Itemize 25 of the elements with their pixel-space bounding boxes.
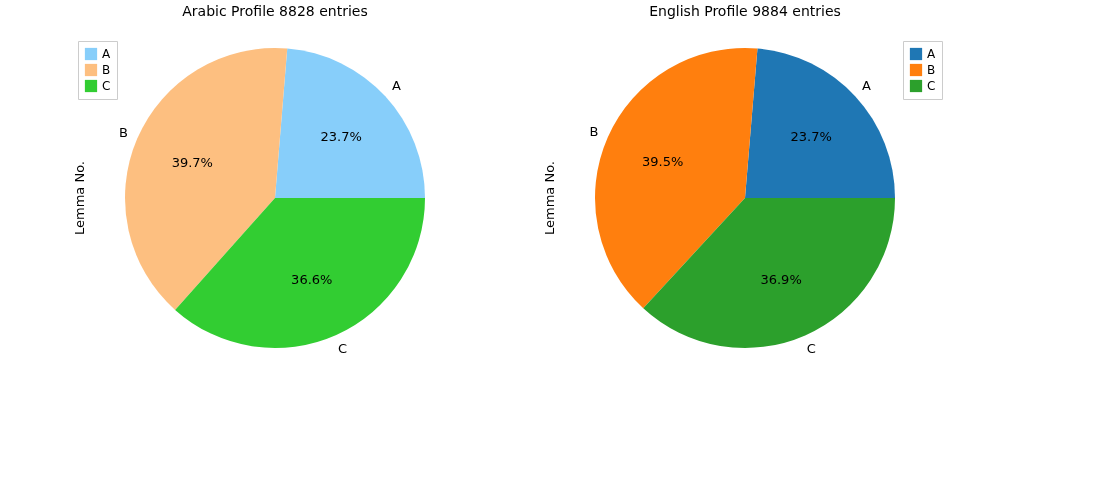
data-label: 39.5% <box>641 153 684 169</box>
data-label: 23.7% <box>320 129 362 145</box>
data-label: 39.7% <box>171 154 213 170</box>
legend-label: B <box>102 63 111 77</box>
legend-label: A <box>102 47 111 61</box>
data-label: 36.6% <box>291 272 333 288</box>
slice-label: B <box>118 124 128 140</box>
slice-label: B <box>589 123 599 139</box>
legend-label: B <box>927 63 936 77</box>
slice-label: C <box>337 340 347 356</box>
legend-label: C <box>102 79 111 93</box>
text: Lemma No. <box>542 160 557 236</box>
data-label: 36.9% <box>760 272 802 288</box>
chart-title: English Profile 9884 entries <box>649 3 841 19</box>
slice-label: C <box>806 341 816 357</box>
slice-label: A <box>391 78 401 94</box>
pie-slice <box>745 48 895 198</box>
pie-slice <box>125 48 288 310</box>
chart-title: Arabic Profile 8828 entries <box>182 3 368 19</box>
text: Lemma No. <box>72 160 87 236</box>
data-label: 23.7% <box>790 129 832 145</box>
pie-slice <box>275 48 425 198</box>
legend-label: A <box>927 47 936 61</box>
slice-label: A <box>861 78 871 94</box>
legend-label: C <box>927 79 936 93</box>
